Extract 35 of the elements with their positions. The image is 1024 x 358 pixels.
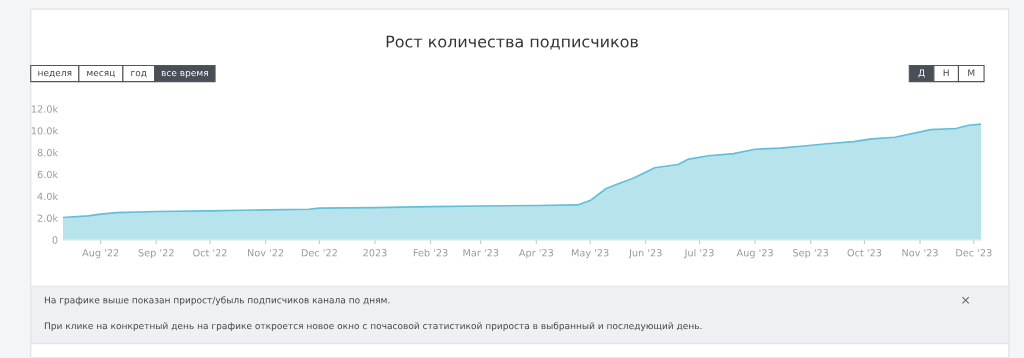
x-tick-label: Jul '23	[684, 248, 714, 259]
chart-title: Рост количества подписчиков	[386, 35, 638, 50]
y-tick-label: 2.0k	[37, 214, 59, 222]
y-tick-label: 10.0k	[31, 126, 59, 135]
x-tick-label: Dec '22	[301, 249, 337, 257]
x-tick-label: Sep '23	[793, 249, 829, 259]
y-tick-label: 4.0k	[37, 192, 59, 201]
x-tick-label: Nov '22	[247, 249, 284, 257]
x-tick-label: Feb '23	[413, 248, 448, 257]
x-tick-label: Jun '23	[628, 249, 662, 259]
x-tick-label: Oct '23	[847, 249, 882, 257]
text: все время	[161, 71, 208, 78]
x-tick-label: Aug '23	[736, 249, 773, 259]
text: ×	[962, 296, 970, 304]
y-tick-label: 6.0k	[37, 170, 59, 179]
y-tick-label: 8.0k	[37, 148, 59, 157]
x-tick-label: Nov '23	[902, 249, 938, 257]
text: Н	[943, 69, 949, 77]
x-tick-label: Aug '22	[82, 249, 119, 259]
x-tick-label: Oct '22	[193, 249, 227, 257]
x-tick-label: 2023	[363, 249, 387, 257]
text: месяц	[87, 71, 115, 78]
x-tick-label: Sep '22	[138, 249, 174, 259]
text: При клике на конкретный день на графике откроется новое окно с почасовой статистикой прироста в выбранный и последующий день.	[44, 322, 702, 331]
y-tick-label: 0	[52, 236, 58, 244]
text: год	[131, 71, 147, 78]
x-tick-label: Mar '23	[463, 249, 499, 257]
x-tick-label: May '23	[571, 249, 609, 259]
text: На графике выше показан прирост/убыль подписчиков канала по дням.	[44, 296, 390, 306]
text: Д	[918, 69, 925, 78]
y-tick-label: 12.0k	[31, 105, 59, 113]
text: неделя	[38, 71, 72, 78]
text: М	[968, 69, 975, 77]
x-tick-label: Apr '23	[518, 249, 554, 259]
x-tick-label: Dec '23	[956, 249, 992, 257]
